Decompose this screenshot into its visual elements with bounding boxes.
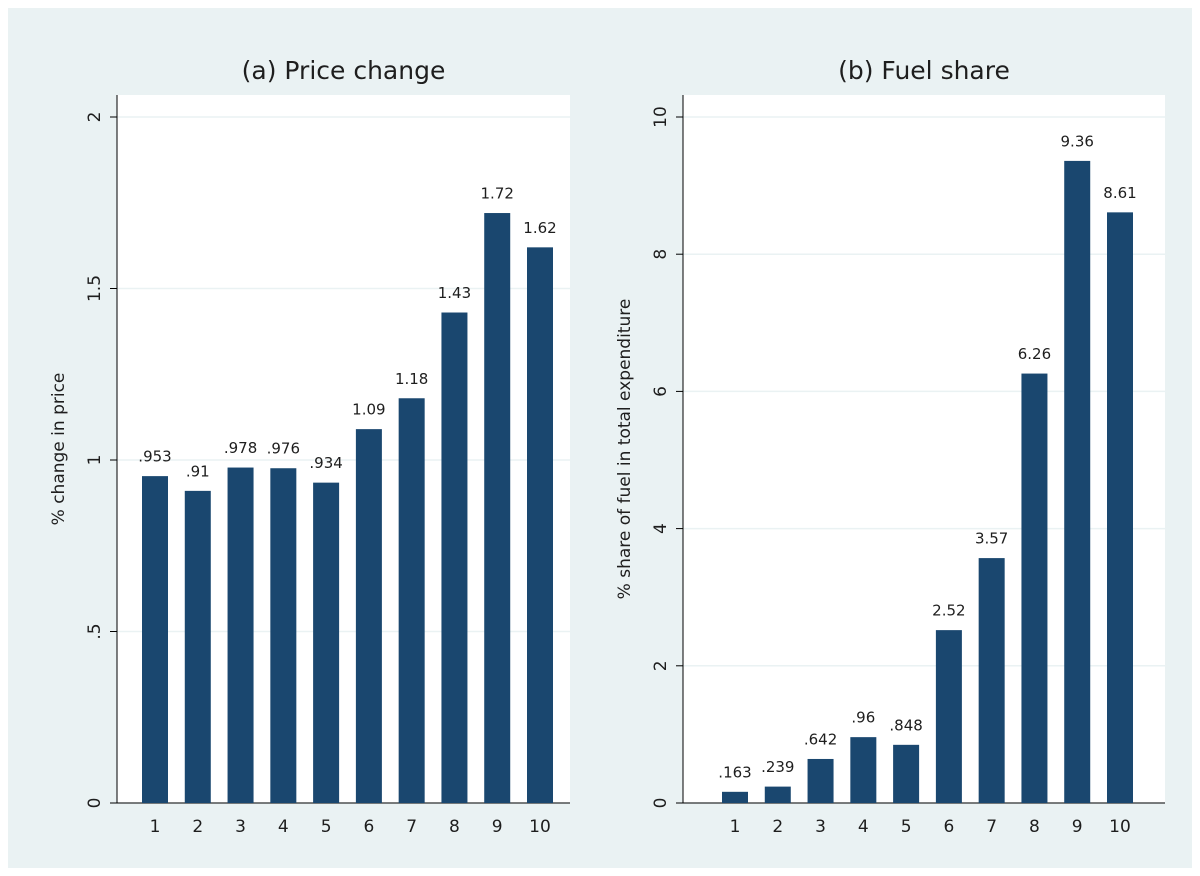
value-label: 2.52 [932, 602, 965, 620]
y-tick-label: 2 [651, 660, 671, 671]
x-tick-label: 5 [321, 817, 332, 837]
x-tick-label: 7 [986, 817, 997, 837]
bar [764, 786, 791, 803]
y-tick-label: 4 [651, 523, 671, 534]
value-label: 1.43 [438, 284, 471, 302]
value-label: .953 [138, 448, 171, 466]
x-tick-label: 1 [150, 817, 161, 837]
bar [1064, 160, 1091, 804]
bar [355, 429, 382, 803]
value-label: .642 [804, 730, 837, 748]
x-tick-label: 4 [858, 817, 869, 837]
bar [484, 213, 511, 804]
y-tick-label: .5 [85, 623, 105, 639]
value-label: .934 [309, 454, 342, 472]
x-tick-label: 1 [730, 817, 741, 837]
bar [893, 744, 920, 803]
value-label: 6.26 [1018, 345, 1051, 363]
value-label: .163 [718, 763, 751, 781]
value-label: .978 [224, 439, 257, 457]
value-label: 3.57 [975, 530, 1008, 548]
value-label: 1.72 [481, 185, 514, 203]
value-label: .96 [851, 709, 875, 727]
bar [978, 558, 1005, 803]
x-tick-label: 10 [529, 817, 551, 837]
bar [527, 247, 553, 804]
plot-area [683, 95, 1165, 803]
bar [270, 468, 297, 803]
bar [313, 482, 340, 803]
x-tick-label: 3 [815, 817, 826, 837]
x-tick-label: 4 [278, 817, 289, 837]
bar [398, 398, 425, 803]
x-tick-label: 8 [1029, 817, 1040, 837]
x-tick-label: 7 [406, 817, 417, 837]
bar [227, 467, 254, 803]
x-tick-label: 10 [1109, 817, 1131, 837]
value-label: .976 [267, 440, 300, 458]
x-tick-label: 2 [772, 817, 783, 837]
bar [142, 476, 168, 803]
y-axis-label: % share of fuel in total expenditure [615, 299, 635, 600]
bar [441, 312, 468, 803]
y-tick-label: 8 [651, 249, 671, 260]
y-axis-label: % change in price [49, 373, 69, 526]
value-label: 1.18 [395, 370, 428, 388]
value-label: .91 [186, 462, 210, 480]
x-tick-label: 6 [363, 817, 374, 837]
value-label: .848 [889, 716, 922, 734]
bar [1021, 373, 1048, 803]
value-label: 1.62 [523, 219, 556, 237]
x-tick-label: 2 [192, 817, 203, 837]
bar [1107, 212, 1133, 803]
x-tick-label: 6 [943, 817, 954, 837]
bar [807, 758, 834, 803]
chart-title: (a) Price change [242, 56, 446, 85]
y-tick-label: 0 [651, 798, 671, 809]
bar [184, 490, 211, 803]
y-tick-label: 6 [651, 386, 671, 397]
x-tick-label: 8 [449, 817, 460, 837]
value-label: 1.09 [352, 401, 385, 419]
x-tick-label: 3 [235, 817, 246, 837]
x-tick-label: 5 [901, 817, 912, 837]
y-tick-label: 1 [85, 455, 105, 466]
bar [722, 791, 748, 803]
y-tick-label: 2 [85, 112, 105, 123]
bar [935, 630, 962, 803]
value-label: .239 [761, 758, 794, 776]
x-tick-label: 9 [1072, 817, 1083, 837]
value-label: 9.36 [1061, 132, 1094, 150]
chart-title: (b) Fuel share [838, 56, 1010, 85]
value-label: 8.61 [1103, 184, 1136, 202]
y-tick-label: 10 [651, 106, 671, 128]
y-tick-label: 1.5 [85, 275, 105, 302]
x-tick-label: 9 [492, 817, 503, 837]
bar [850, 737, 877, 803]
y-tick-label: 0 [85, 798, 105, 809]
